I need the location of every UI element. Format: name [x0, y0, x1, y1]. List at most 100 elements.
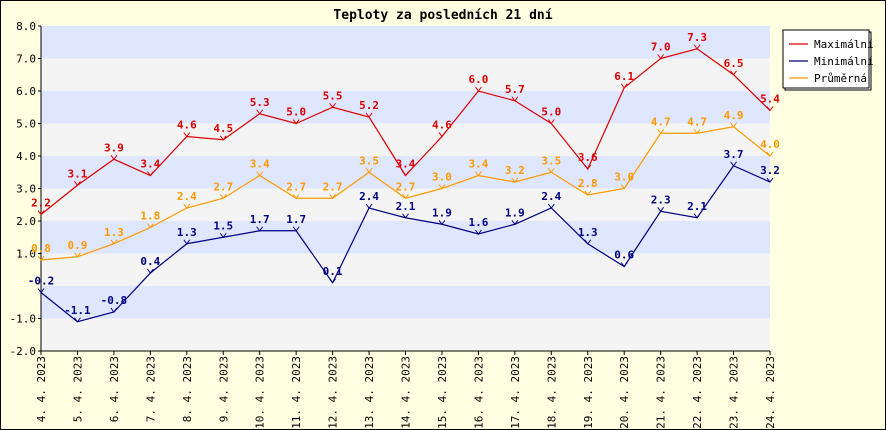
data-label: 2.4 [177, 190, 197, 203]
data-point [110, 154, 118, 161]
data-label: 2.8 [578, 177, 598, 190]
data-point [438, 132, 446, 138]
data-label: -1.1 [64, 304, 91, 317]
data-label: 3.0 [432, 171, 452, 184]
data-point [183, 239, 191, 245]
x-tick-label: 7. 4. 2023 [144, 356, 157, 422]
y-tick-label: 4.0 [16, 150, 36, 163]
data-point [74, 317, 81, 323]
data-point [730, 161, 737, 167]
data-point [766, 106, 774, 112]
x-tick-label: 18. 4. 2023 [545, 356, 558, 429]
band [41, 253, 770, 286]
band [41, 26, 770, 59]
data-label: 7.0 [651, 41, 671, 54]
data-label: 3.7 [724, 148, 744, 161]
data-point [146, 268, 154, 274]
data-label: 1.9 [505, 206, 525, 219]
y-tick-label: -2.0 [10, 345, 37, 358]
data-label: 0.9 [68, 239, 88, 252]
data-label: 5.4 [760, 93, 780, 106]
data-label: 4.7 [651, 115, 671, 128]
data-point [693, 128, 701, 135]
data-point [292, 119, 300, 125]
data-label: 7.3 [687, 31, 707, 44]
band [41, 318, 770, 351]
data-label: 6.0 [468, 73, 488, 86]
data-point [37, 210, 45, 216]
data-label: 4.6 [432, 119, 452, 132]
data-point [584, 190, 592, 196]
data-label: 6.1 [614, 70, 634, 83]
data-label: 3.5 [541, 154, 561, 167]
data-label: 2.4 [359, 190, 379, 203]
x-tick-label: 12. 4. 2023 [327, 356, 340, 429]
data-point [292, 226, 300, 232]
y-tick-label: 7.0 [16, 53, 36, 66]
data-label: 2.7 [396, 180, 416, 193]
data-label: 3.2 [505, 164, 525, 177]
data-point [219, 232, 227, 239]
x-tick-label: 8. 4. 2023 [181, 356, 194, 422]
data-point [475, 86, 482, 92]
x-tick-label: 16. 4. 2023 [472, 356, 485, 429]
data-point [74, 252, 81, 258]
data-label: 2.7 [323, 180, 343, 193]
data-point [475, 171, 482, 177]
data-point [219, 193, 227, 200]
x-tick-label: 14. 4. 2023 [400, 356, 413, 429]
data-point [365, 112, 373, 118]
band [41, 58, 770, 91]
data-label: 3.4 [396, 158, 416, 171]
x-tick-label: 9. 4. 2023 [217, 356, 230, 422]
data-point [292, 193, 300, 200]
y-tick-label: 1.0 [16, 248, 36, 261]
data-point [146, 223, 154, 229]
data-label: 0.1 [323, 265, 343, 278]
data-label: -0.8 [101, 294, 128, 307]
legend: Maximální Minimální Průměrná [782, 29, 874, 91]
data-point [657, 54, 665, 60]
y-tick-label: -1.0 [10, 313, 37, 326]
data-label: 4.0 [760, 138, 780, 151]
x-tick-label: 22. 4. 2023 [691, 356, 704, 429]
y-axis-ticks: 8.0 7.0 6.0 5.0 4.0 3.0 2.0 1.0 -1.0 -2.0 [10, 20, 41, 358]
data-point [256, 109, 264, 115]
data-label: 4.9 [724, 109, 744, 122]
data-point [620, 184, 628, 190]
x-tick-label: 19. 4. 2023 [582, 356, 595, 429]
chart-title: Teploty za posledních 21 dní [333, 8, 552, 23]
data-point [584, 239, 592, 245]
data-point [620, 262, 628, 268]
data-label: 3.2 [760, 164, 780, 177]
x-tick-label: 5. 4. 2023 [71, 356, 84, 422]
x-tick-label: 23. 4. 2023 [728, 356, 741, 429]
series-lines [37, 44, 774, 323]
data-point [110, 239, 118, 245]
data-point [183, 132, 191, 138]
y-tick-label: 5.0 [16, 118, 36, 131]
x-tick-label: 15. 4. 2023 [436, 356, 449, 429]
x-tick-label: 4. 4. 2023 [35, 356, 48, 422]
band [41, 156, 770, 189]
x-tick-label: 20. 4. 2023 [618, 356, 631, 429]
data-label: -0.2 [28, 275, 55, 288]
x-tick-label: 10. 4. 2023 [254, 356, 267, 429]
data-point [511, 177, 519, 183]
data-label: 4.6 [177, 119, 197, 132]
data-label: 2.3 [651, 193, 671, 206]
data-label: 1.3 [578, 226, 598, 239]
data-point [329, 193, 336, 200]
data-label: 3.4 [250, 158, 270, 171]
data-label: 4.7 [687, 115, 707, 128]
data-labels: 2.2 3.1 3.9 3.4 4.6 4.5 5.3 5.0 5.5 5.2 3.4 4.6 6.0 5… [28, 31, 781, 317]
data-point [74, 180, 81, 187]
data-point [693, 44, 701, 50]
data-label: 5.7 [505, 83, 525, 96]
y-tick-label: 3.0 [16, 183, 36, 196]
data-point [256, 171, 264, 177]
data-label: 3.4 [468, 158, 488, 171]
legend-label-avg: Průměrná [814, 72, 867, 85]
data-label: 2.1 [396, 200, 416, 213]
